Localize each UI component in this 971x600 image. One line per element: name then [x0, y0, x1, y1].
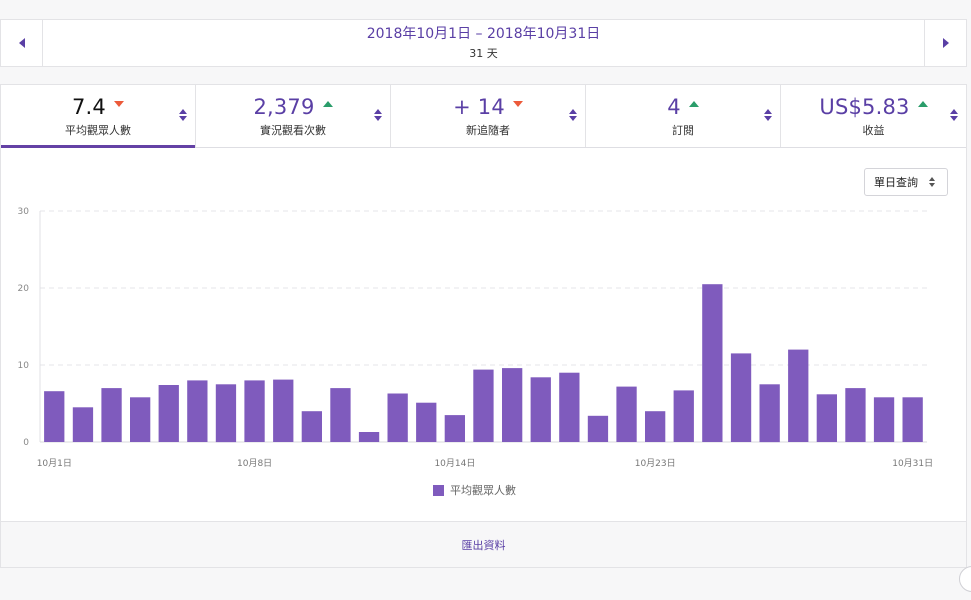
- trend-down-icon: [512, 101, 523, 107]
- sort-icon[interactable]: [950, 109, 958, 123]
- y-tick-label: 20: [18, 284, 30, 294]
- chart-bar[interactable]: [187, 380, 208, 442]
- tab-subscriptions[interactable]: 4 訂閱: [586, 85, 781, 147]
- select-arrows-icon: [929, 177, 935, 187]
- chart-bar[interactable]: [559, 372, 580, 442]
- tab-value: 4: [667, 95, 681, 119]
- next-period-button[interactable]: [924, 20, 966, 66]
- chart-bar[interactable]: [759, 384, 780, 443]
- scroll-circle-button[interactable]: [959, 566, 971, 592]
- y-tick-label: 30: [18, 207, 30, 217]
- date-navigator: 2018年10月1日 – 2018年10月31日 31 天: [0, 19, 967, 67]
- tab-average-viewers[interactable]: 7.4 平均觀眾人數: [1, 85, 196, 148]
- sort-icon[interactable]: [764, 109, 772, 123]
- sort-icon[interactable]: [569, 109, 577, 123]
- chart-bar[interactable]: [101, 388, 122, 442]
- chart-bar[interactable]: [902, 397, 923, 442]
- chart-bar[interactable]: [273, 379, 294, 442]
- trend-up-icon: [688, 101, 699, 107]
- chart-bar[interactable]: [530, 377, 551, 442]
- x-tick-label: 10月14日: [434, 458, 475, 469]
- chart-bar[interactable]: [215, 384, 237, 443]
- tab-value: + 14: [453, 95, 505, 119]
- tab-value: 2,379: [253, 95, 315, 119]
- caret-left-icon: [18, 38, 25, 48]
- x-tick-label: 10月8日: [237, 458, 272, 469]
- tab-value: US$5.83: [819, 95, 910, 119]
- legend-label: 平均觀眾人數: [450, 484, 516, 497]
- y-tick-label: 0: [23, 438, 29, 448]
- chart-bar[interactable]: [502, 368, 523, 442]
- trend-up-icon: [322, 101, 333, 107]
- export-data-button[interactable]: 匯出資料: [461, 538, 506, 552]
- trend-down-icon: [114, 101, 124, 107]
- tab-revenue[interactable]: US$5.83 收益: [781, 85, 966, 147]
- stats-panel: 7.4 平均觀眾人數 2,379 實況觀看次數 + 14 新追隨者 4: [0, 84, 967, 568]
- chart-bar[interactable]: [845, 388, 866, 442]
- chart-bar[interactable]: [44, 391, 65, 442]
- chart-legend[interactable]: 平均觀眾人數: [433, 482, 516, 498]
- tab-label: 實況觀看次數: [260, 124, 326, 137]
- chart-bar[interactable]: [330, 388, 351, 442]
- x-tick-label: 10月1日: [37, 458, 72, 469]
- export-bar: 匯出資料: [1, 521, 966, 567]
- legend-swatch: [433, 484, 444, 496]
- chart-bar[interactable]: [816, 394, 837, 442]
- chart-bar[interactable]: [416, 402, 437, 442]
- chart-bar[interactable]: [673, 390, 694, 442]
- chart-bar[interactable]: [72, 407, 94, 442]
- x-tick-label: 10月23日: [635, 458, 676, 469]
- y-tick-label: 10: [18, 361, 30, 371]
- chart-bar[interactable]: [616, 386, 637, 442]
- period-select[interactable]: 單日查詢: [864, 168, 948, 196]
- tab-label: 訂閱: [672, 124, 694, 137]
- chart-bar[interactable]: [645, 411, 666, 442]
- tab-live-views[interactable]: 2,379 實況觀看次數: [196, 85, 391, 147]
- chart-bar[interactable]: [301, 411, 322, 442]
- tab-label: 新追隨者: [466, 124, 510, 137]
- tab-new-followers[interactable]: + 14 新追隨者: [391, 85, 586, 147]
- prev-period-button[interactable]: [1, 20, 43, 66]
- chart-bar[interactable]: [130, 397, 151, 442]
- metric-tabs: 7.4 平均觀眾人數 2,379 實況觀看次數 + 14 新追隨者 4: [1, 85, 966, 148]
- date-days-count: 31 天: [469, 47, 498, 60]
- caret-right-icon: [942, 38, 949, 48]
- tab-label: 收益: [862, 124, 885, 137]
- chart-bar[interactable]: [730, 353, 752, 442]
- chart-bar[interactable]: [788, 349, 809, 442]
- chart-bar[interactable]: [444, 415, 465, 442]
- chart-bar[interactable]: [587, 415, 609, 442]
- chart-bar[interactable]: [873, 397, 895, 442]
- date-range-text: 2018年10月1日 – 2018年10月31日: [366, 26, 601, 42]
- period-select-value: 單日查詢: [874, 176, 918, 189]
- x-tick-label: 10月31日: [892, 458, 933, 469]
- chart-bar[interactable]: [387, 393, 408, 443]
- tab-label: 平均觀眾人數: [65, 124, 131, 137]
- chart-bar[interactable]: [702, 284, 723, 442]
- chart-bar[interactable]: [244, 380, 265, 442]
- sort-icon[interactable]: [179, 109, 187, 123]
- bar-chart: 0 10 20 30 10月1日 10月8日 10月14日 10月23日 10月31日: [18, 207, 934, 469]
- chart-bar[interactable]: [358, 432, 380, 442]
- chart-bar[interactable]: [158, 385, 179, 442]
- trend-up-icon: [917, 101, 928, 107]
- date-range-display: 2018年10月1日 – 2018年10月31日 31 天: [43, 20, 924, 66]
- chart-bar[interactable]: [473, 369, 494, 442]
- tab-value: 7.4: [72, 95, 106, 119]
- sort-icon[interactable]: [374, 109, 382, 123]
